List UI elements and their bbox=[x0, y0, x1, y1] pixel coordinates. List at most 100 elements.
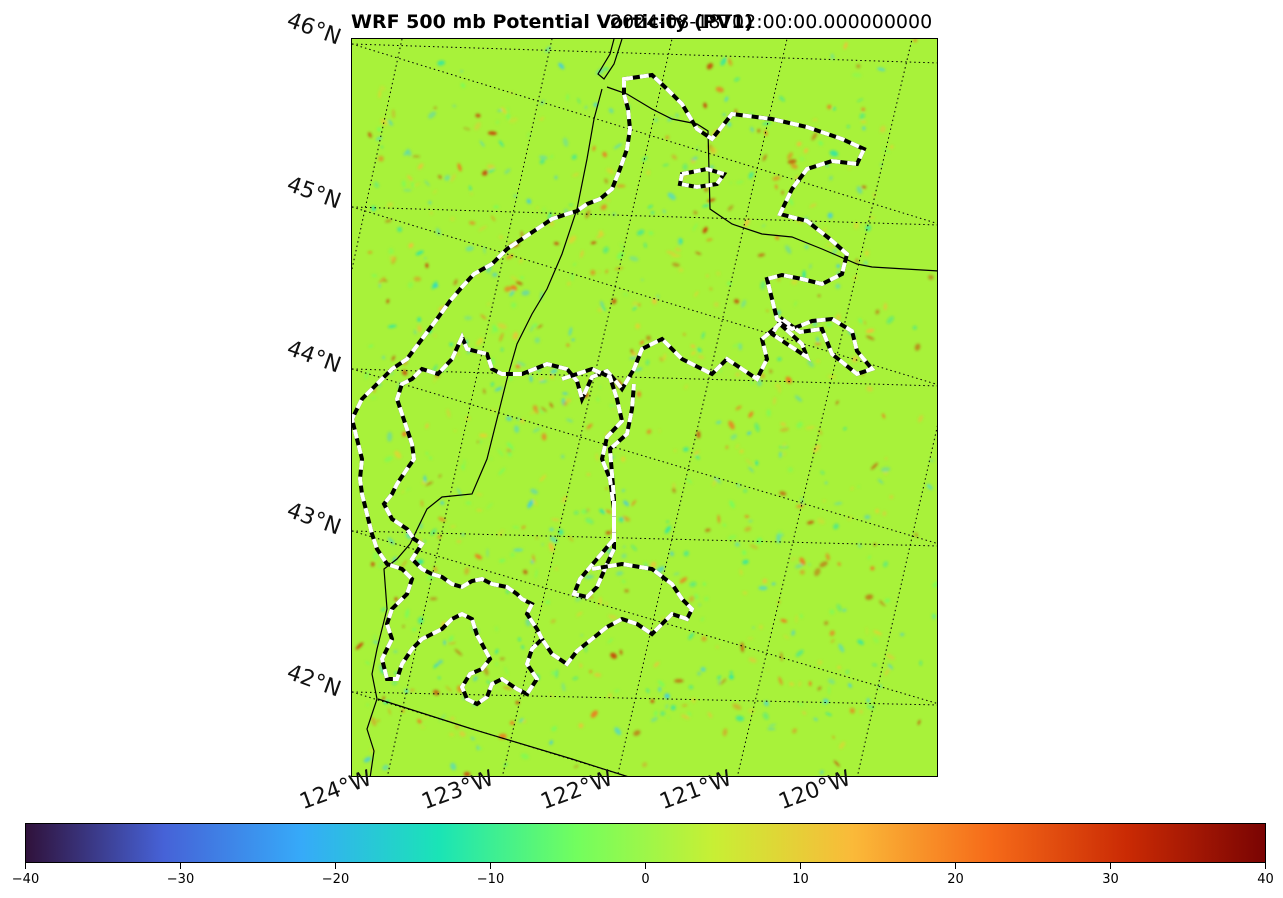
pv-speckle bbox=[469, 221, 476, 225]
pv-speckle bbox=[555, 567, 558, 570]
pv-speckle bbox=[709, 165, 715, 169]
pv-speckle bbox=[494, 386, 503, 392]
pv-speckle bbox=[796, 504, 805, 508]
pv-speckle bbox=[512, 331, 519, 340]
pv-speckle bbox=[798, 702, 804, 706]
pv-speckle bbox=[742, 550, 747, 556]
pv-speckle bbox=[647, 205, 653, 209]
pv-speckle bbox=[568, 535, 574, 542]
pv-speckle bbox=[604, 178, 609, 184]
pv-speckle bbox=[417, 325, 422, 333]
pv-speckle bbox=[623, 545, 626, 548]
lat-label-46: 46°N bbox=[283, 8, 345, 51]
pv-speckle bbox=[520, 276, 524, 279]
pv-speckle bbox=[864, 514, 871, 520]
pv-speckle bbox=[382, 355, 386, 360]
pv-speckle bbox=[780, 652, 783, 661]
pv-speckle bbox=[788, 198, 794, 206]
pv-speckle bbox=[773, 397, 776, 405]
pv-speckle bbox=[373, 181, 380, 188]
pv-speckle bbox=[734, 541, 740, 547]
pv-speckle bbox=[577, 97, 581, 104]
pv-speckle bbox=[742, 559, 749, 565]
pv-speckle bbox=[682, 333, 686, 336]
pv-speckle bbox=[735, 444, 740, 449]
pv-speckle bbox=[387, 537, 395, 545]
fire-perimeters bbox=[352, 72, 876, 707]
pv-speckle bbox=[872, 663, 878, 667]
pv-speckle bbox=[586, 423, 593, 430]
pv-speckle bbox=[756, 379, 763, 387]
pv-speckle bbox=[385, 219, 392, 223]
pv-speckle bbox=[549, 374, 555, 380]
pv-speckle bbox=[465, 246, 474, 252]
oregon-california-border bbox=[377, 698, 628, 776]
pv-speckle bbox=[515, 280, 523, 286]
pv-speckle bbox=[811, 132, 818, 141]
pv-speckle bbox=[809, 203, 817, 208]
pv-speckle bbox=[775, 236, 780, 240]
pv-speckle bbox=[576, 611, 583, 617]
pv-speckle bbox=[541, 542, 544, 547]
pv-speckle bbox=[828, 685, 830, 695]
pv-speckle bbox=[417, 163, 424, 170]
pv-speckle bbox=[691, 697, 696, 703]
pv-speckle bbox=[428, 456, 433, 460]
pv-speckle bbox=[756, 129, 761, 133]
pv-speckle bbox=[431, 281, 438, 290]
pv-speckle bbox=[449, 342, 454, 347]
pv-speckle bbox=[756, 537, 763, 544]
pv-speckle bbox=[495, 120, 500, 125]
lon-line-122 bbox=[616, 39, 788, 776]
pv-speckle bbox=[508, 375, 514, 381]
pv-speckle bbox=[787, 466, 794, 473]
pv-speckle bbox=[548, 542, 554, 552]
pv-speckle bbox=[452, 104, 457, 108]
pv-speckle bbox=[760, 280, 766, 290]
pv-speckle bbox=[532, 427, 541, 433]
pv-speckle bbox=[688, 632, 695, 640]
pv-speckle bbox=[506, 442, 514, 451]
pv-speckle bbox=[700, 666, 706, 672]
pv-speckle bbox=[857, 485, 860, 488]
pv-speckle bbox=[495, 661, 498, 666]
pv-speckle bbox=[795, 649, 804, 657]
pv-speckle bbox=[794, 301, 797, 307]
pv-speckle bbox=[437, 175, 443, 179]
pv-speckle bbox=[747, 637, 754, 640]
pv-speckle bbox=[572, 172, 580, 177]
pv-speckle bbox=[368, 344, 374, 348]
pv-speckle bbox=[651, 717, 658, 722]
pv-speckle bbox=[652, 298, 657, 305]
pv-speckle bbox=[540, 407, 547, 413]
pv-speckle bbox=[533, 323, 538, 328]
pv-speckle bbox=[444, 175, 451, 181]
pv-speckle bbox=[370, 561, 375, 567]
pv-speckle bbox=[764, 130, 768, 136]
pv-speckle bbox=[835, 283, 841, 289]
pv-speckle bbox=[720, 57, 727, 66]
pv-speckle bbox=[671, 254, 681, 258]
pv-speckle bbox=[858, 318, 864, 324]
pv-speckle bbox=[762, 578, 768, 584]
pv-speckle bbox=[510, 275, 519, 282]
pv-speckle bbox=[586, 473, 591, 476]
pv-speckle bbox=[568, 327, 573, 336]
pv-speckle bbox=[658, 428, 661, 433]
pv-speckle bbox=[884, 668, 890, 676]
pv-speckle bbox=[705, 528, 711, 532]
pv-speckle bbox=[483, 666, 489, 676]
pv-speckle bbox=[856, 98, 864, 103]
pv-speckle bbox=[513, 548, 523, 552]
pv-speckle bbox=[469, 185, 472, 191]
pv-speckle bbox=[816, 359, 820, 363]
lat-line-46-tilt bbox=[352, 43, 937, 224]
pv-speckle bbox=[880, 163, 883, 167]
pv-speckle bbox=[483, 246, 486, 254]
pv-speckle bbox=[560, 454, 565, 459]
pv-speckle bbox=[527, 132, 530, 139]
pv-speckle bbox=[651, 211, 655, 215]
pv-speckle bbox=[632, 300, 638, 306]
pv-speckle bbox=[818, 140, 824, 146]
lon-line-121 bbox=[736, 39, 913, 776]
